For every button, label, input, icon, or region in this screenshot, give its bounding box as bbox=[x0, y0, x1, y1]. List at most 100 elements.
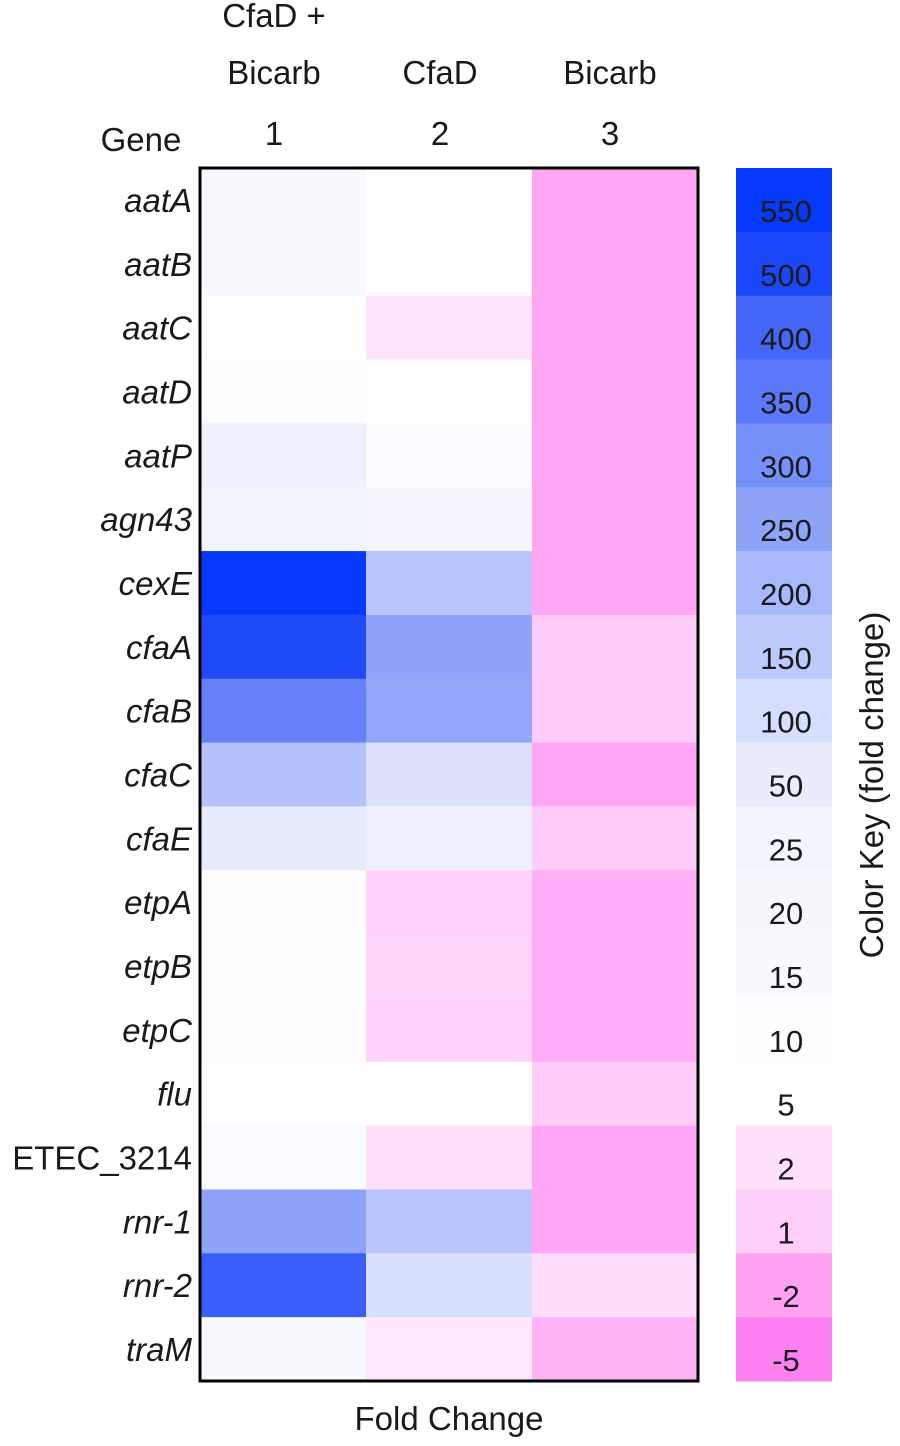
color-key-swatch--2 bbox=[736, 1253, 832, 1318]
cell-cfaE-col-3 bbox=[532, 806, 699, 871]
gene-label-etpC: etpC bbox=[122, 1012, 193, 1049]
gene-label-aatC: aatC bbox=[122, 310, 193, 347]
gene-label-aatB: aatB bbox=[124, 246, 192, 283]
column-2-number: 2 bbox=[431, 115, 449, 152]
cell-etpB-col-3 bbox=[532, 934, 699, 999]
cell-etpB-col-2 bbox=[366, 934, 533, 999]
color-key-swatch-5 bbox=[736, 1061, 832, 1127]
color-key-label-15: 15 bbox=[769, 960, 803, 995]
cell-etpA-col-1 bbox=[200, 870, 367, 935]
cell-rnr-2-col-3 bbox=[532, 1253, 699, 1318]
color-key-swatch-20 bbox=[736, 870, 832, 935]
column-headers: CfaD + Bicarb 1 CfaD 2 Bicarb 3 bbox=[222, 0, 657, 152]
gene-labels: aatA aatB aatC aatD aatP agn43 cexE cfaA cfaB cfa… bbox=[12, 182, 193, 1368]
cell-agn43-col-2 bbox=[366, 487, 533, 552]
color-key-label-50: 50 bbox=[769, 769, 803, 804]
cell-cfaC-col-3 bbox=[532, 742, 699, 807]
cell-flu-col-2 bbox=[366, 1061, 533, 1127]
cell-aatD-col-1 bbox=[200, 359, 367, 424]
gene-label-etpA: etpA bbox=[124, 884, 192, 921]
cell-aatD-col-3 bbox=[532, 359, 699, 424]
color-key-swatch-550 bbox=[736, 168, 832, 233]
color-key-swatch-15 bbox=[736, 934, 832, 999]
color-key-label-100: 100 bbox=[760, 705, 812, 740]
color-key-swatch-100 bbox=[736, 678, 832, 744]
cell-aatP-col-2 bbox=[366, 423, 533, 488]
cell-etpC-col-2 bbox=[366, 997, 533, 1063]
column-3-header-line-1: Bicarb bbox=[563, 54, 657, 91]
color-key-swatch-2 bbox=[736, 1125, 832, 1190]
color-key-label-200: 200 bbox=[760, 577, 812, 612]
x-axis-title: Fold Change bbox=[355, 1400, 544, 1437]
gene-label-cfaC: cfaC bbox=[124, 757, 193, 794]
color-key-swatch--5 bbox=[736, 1317, 832, 1382]
color-key-swatch-10 bbox=[736, 997, 832, 1063]
cell-rnr-2-col-2 bbox=[366, 1253, 533, 1318]
cell-aatA-col-3 bbox=[532, 168, 699, 233]
column-1-header-line-2: Bicarb bbox=[227, 54, 321, 91]
cell-rnr-1-col-2 bbox=[366, 1189, 533, 1254]
cell-aatC-col-1 bbox=[200, 295, 367, 361]
cell-ETEC_3214-col-1 bbox=[200, 1125, 367, 1190]
cell-etpC-col-1 bbox=[200, 997, 367, 1063]
cell-cfaE-col-2 bbox=[366, 806, 533, 871]
gene-label-agn43: agn43 bbox=[100, 501, 192, 538]
cell-ETEC_3214-col-3 bbox=[532, 1125, 699, 1190]
cell-rnr-2-col-1 bbox=[200, 1253, 367, 1318]
color-key-label-300: 300 bbox=[760, 449, 812, 484]
cell-cfaC-col-2 bbox=[366, 742, 533, 807]
color-key-label-1: 1 bbox=[777, 1215, 794, 1250]
cell-traM-col-2 bbox=[366, 1317, 533, 1382]
cell-aatP-col-1 bbox=[200, 423, 367, 488]
color-key: 550 500 400 350 300 250 200 150 100 50 25 20 15 10 5 2 1… bbox=[736, 168, 832, 1382]
cell-ETEC_3214-col-2 bbox=[366, 1125, 533, 1190]
column-1-header-line-1: CfaD + bbox=[222, 0, 326, 34]
gene-label-cexE: cexE bbox=[119, 565, 193, 602]
color-key-swatch-300 bbox=[736, 423, 832, 488]
color-key-label-250: 250 bbox=[760, 513, 812, 548]
color-key-label-500: 500 bbox=[760, 258, 812, 293]
cell-aatB-col-3 bbox=[532, 231, 699, 297]
heatmap-cells bbox=[200, 168, 699, 1382]
color-key-label-5: 5 bbox=[777, 1088, 794, 1123]
gene-label-aatP: aatP bbox=[124, 437, 192, 474]
cell-cexE-col-3 bbox=[532, 551, 699, 616]
gene-label-cfaB: cfaB bbox=[126, 693, 192, 730]
cell-aatC-col-3 bbox=[532, 295, 699, 361]
cell-cfaB-col-2 bbox=[366, 678, 533, 744]
cell-aatB-col-2 bbox=[366, 231, 533, 297]
color-key-label-10: 10 bbox=[769, 1024, 803, 1059]
cell-cexE-col-1 bbox=[200, 551, 367, 616]
cell-etpC-col-3 bbox=[532, 997, 699, 1063]
cell-rnr-1-col-3 bbox=[532, 1189, 699, 1254]
color-key-label-550: 550 bbox=[760, 194, 812, 229]
color-key-label--2: -2 bbox=[772, 1279, 800, 1314]
cell-traM-col-3 bbox=[532, 1317, 699, 1382]
gene-label-flu: flu bbox=[157, 1076, 192, 1113]
cell-aatP-col-3 bbox=[532, 423, 699, 488]
gene-label-traM: traM bbox=[126, 1331, 193, 1368]
gene-label-rnr-2: rnr-2 bbox=[123, 1267, 192, 1304]
cell-etpB-col-1 bbox=[200, 934, 367, 999]
color-key-swatch-200 bbox=[736, 551, 832, 616]
cell-cfaA-col-1 bbox=[200, 614, 367, 680]
color-key-label-150: 150 bbox=[760, 641, 812, 676]
cell-aatA-col-1 bbox=[200, 168, 367, 233]
cell-traM-col-1 bbox=[200, 1317, 367, 1382]
cell-rnr-1-col-1 bbox=[200, 1189, 367, 1254]
row-header-gene: Gene bbox=[101, 121, 182, 158]
color-key-swatch-500 bbox=[736, 231, 832, 297]
cell-cexE-col-2 bbox=[366, 551, 533, 616]
color-key-title: Color Key (fold change) bbox=[853, 612, 890, 959]
cell-aatB-col-1 bbox=[200, 231, 367, 297]
cell-aatA-col-2 bbox=[366, 168, 533, 233]
cell-cfaE-col-1 bbox=[200, 806, 367, 871]
cell-flu-col-1 bbox=[200, 1061, 367, 1127]
cell-aatD-col-2 bbox=[366, 359, 533, 424]
cell-cfaB-col-3 bbox=[532, 678, 699, 744]
cell-agn43-col-1 bbox=[200, 487, 367, 552]
column-3-number: 3 bbox=[601, 115, 619, 152]
color-key-label-25: 25 bbox=[769, 832, 803, 867]
color-key-label--5: -5 bbox=[772, 1343, 800, 1378]
color-key-swatch-350 bbox=[736, 359, 832, 424]
